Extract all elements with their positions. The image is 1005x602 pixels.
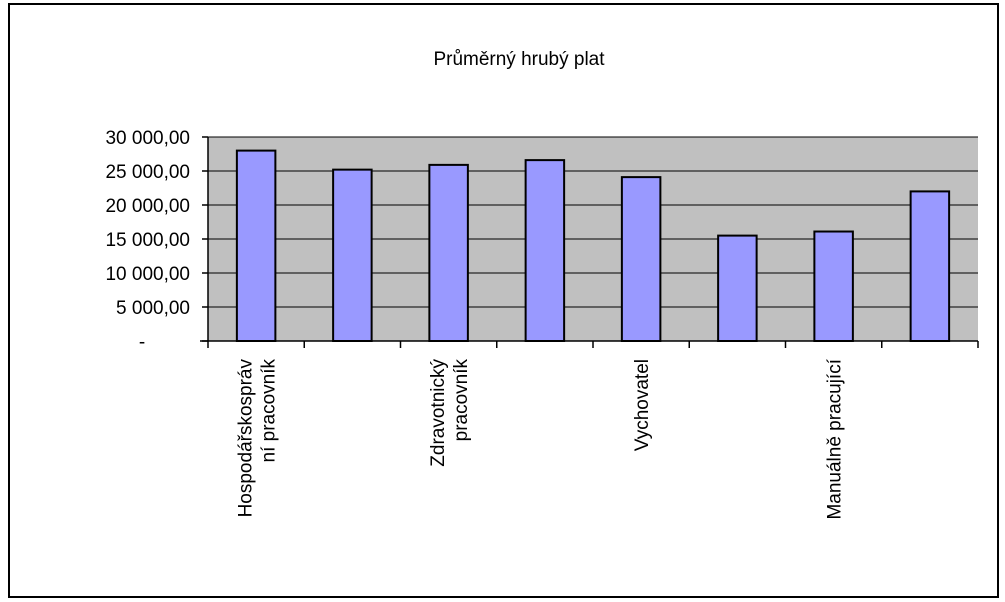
x-category-label: Hospodářskospráv [236,359,257,518]
bar-8 [909,190,951,342]
y-tick-label: - [139,332,145,353]
bar-7 [813,230,854,343]
x-category-label: Zdravotnický [428,359,449,467]
bar-5 [620,176,662,342]
bars [235,149,951,343]
y-tick-labels: - 5 000,00 10 000,00 15 000,00 20 000,00 25 0… [105,128,190,353]
x-category-label: Vychovatel [632,359,653,451]
y-tick-label: 25 000,00 [105,162,190,183]
y-tick-label: 5 000,00 [116,298,190,319]
bar-4 [524,159,566,342]
y-tick-label: 10 000,00 [105,264,190,285]
y-tick-label: 15 000,00 [105,230,190,251]
x-category-label: Manuálně pracující [825,358,846,519]
bar-2 [332,168,373,342]
bar-6 [717,234,758,343]
bar-chart: - 5 000,00 10 000,00 15 000,00 20 000,00 25 0… [105,49,979,520]
x-category-label: pracovník [451,359,472,442]
y-tick-label: 30 000,00 [105,128,190,149]
bar-3 [428,163,469,342]
chart-frame: - 5 000,00 10 000,00 15 000,00 20 000,00 25 0… [8,3,999,598]
bar-1 [235,149,277,342]
axes [200,136,979,348]
x-category-labels: Hospodářskospráv ní pracovník Zdravotnický… [236,358,846,519]
y-tick-label: 20 000,00 [105,196,190,217]
chart-title: Průměrný hrubý plat [433,49,605,70]
x-category-label: ní pracovník [259,359,280,463]
